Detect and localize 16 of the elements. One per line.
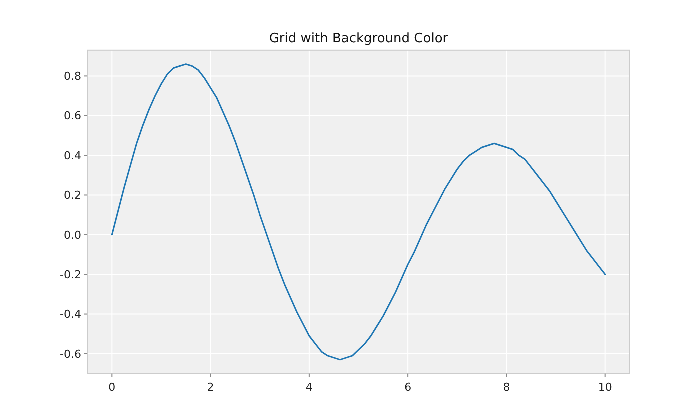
y-tick-label: -0.6 bbox=[60, 348, 82, 361]
y-tick-label: -0.4 bbox=[60, 308, 82, 322]
y-tick-label: 0.6 bbox=[64, 110, 82, 123]
x-tick-label: 8 bbox=[503, 380, 510, 394]
chart-title: Grid with Background Color bbox=[269, 31, 449, 46]
y-tick-label: -0.2 bbox=[60, 268, 82, 282]
y-tick-label: 0.8 bbox=[64, 70, 82, 84]
line-series bbox=[111, 64, 606, 361]
y-tick-label: 0.0 bbox=[64, 228, 82, 242]
x-tick-label: 0 bbox=[108, 380, 116, 394]
x-tick-label: 2 bbox=[207, 380, 214, 394]
x-tick-label: 4 bbox=[306, 380, 313, 394]
y-tick-label: 0.4 bbox=[64, 149, 82, 162]
y-tick-label: 0.2 bbox=[64, 189, 82, 202]
x-tick-label: 10 bbox=[598, 380, 612, 394]
x-tick-label: 6 bbox=[404, 380, 412, 394]
